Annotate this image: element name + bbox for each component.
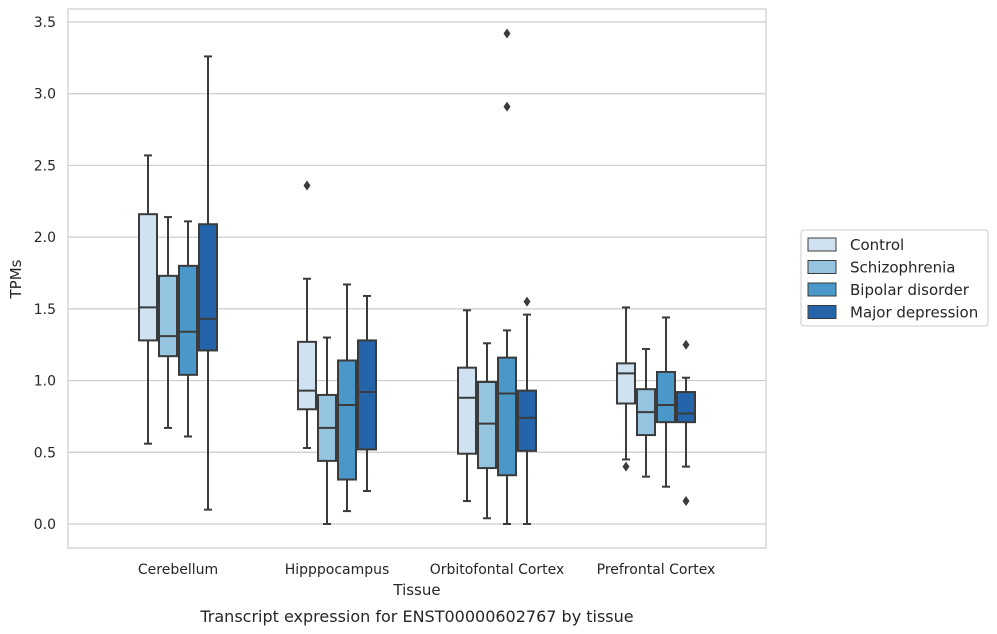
box-body xyxy=(497,356,517,477)
box-control xyxy=(616,306,636,472)
outlier-point xyxy=(622,461,630,472)
x-tick-label: Hipppocampus xyxy=(285,562,390,578)
outlier-point xyxy=(303,180,311,191)
box-schizophrenia xyxy=(636,348,656,478)
box-bipolar-disorder xyxy=(178,220,198,438)
box-body xyxy=(457,366,477,455)
x-axis-label: Tissue xyxy=(392,581,440,599)
legend-label: Control xyxy=(850,236,904,254)
y-tick-label: 1.0 xyxy=(34,374,56,390)
box-body xyxy=(337,359,357,481)
box-schizophrenia xyxy=(158,216,178,429)
box-body xyxy=(178,264,198,376)
box-body xyxy=(517,389,537,452)
legend-label: Bipolar disorder xyxy=(850,281,970,299)
x-tick-label: Prefrontal Cortex xyxy=(597,562,716,578)
box-schizophrenia xyxy=(477,342,497,520)
legend-swatch xyxy=(807,282,837,297)
y-tick-label: 3.5 xyxy=(34,15,56,31)
box-major-depression xyxy=(198,55,218,511)
box-body xyxy=(477,381,497,470)
box-major-depression xyxy=(517,296,537,525)
x-tick-label: Cerebellum xyxy=(138,562,218,578)
box-body xyxy=(198,223,218,352)
box-major-depression xyxy=(676,339,696,507)
gridlines xyxy=(68,21,766,525)
x-tick-label: Orbitofontal Cortex xyxy=(430,562,565,578)
box-body xyxy=(297,340,317,411)
box-bipolar-disorder xyxy=(337,283,357,513)
y-axis-ticks: 0.0 0.5 1.0 1.5 2.0 2.5 3.0 3.5 xyxy=(34,15,56,533)
legend-frame xyxy=(800,229,989,327)
chart-caption: Transcript expression for ENST0000060276… xyxy=(199,607,633,626)
legend-swatch xyxy=(807,260,837,274)
box-body xyxy=(158,274,178,358)
box-major-depression xyxy=(357,294,377,493)
y-tick-label: 2.5 xyxy=(34,158,56,174)
box-bipolar-disorder xyxy=(656,316,676,488)
legend-label: Schizophrenia xyxy=(850,259,955,277)
y-tick-label: 3.0 xyxy=(34,87,56,103)
box-control xyxy=(138,154,158,445)
y-tick-label: 0.0 xyxy=(34,517,56,533)
box-bipolar-disorder xyxy=(497,28,517,525)
outlier-point xyxy=(682,496,690,507)
outlier-point xyxy=(523,296,531,307)
legend-swatch xyxy=(807,237,837,252)
y-axis-label: TPMs xyxy=(7,259,25,299)
outlier-point xyxy=(682,339,690,350)
legend: Control Schizophrenia Bipolar disorder Majo… xyxy=(800,229,989,327)
outlier-point xyxy=(503,101,511,112)
plot-frame xyxy=(67,8,767,549)
y-tick-label: 1.5 xyxy=(34,302,56,318)
box-body xyxy=(357,339,377,451)
box-body xyxy=(616,362,636,405)
box-plots xyxy=(138,28,696,525)
box-schizophrenia xyxy=(317,336,337,525)
legend-swatch xyxy=(807,305,837,319)
outlier-point xyxy=(503,28,511,39)
y-tick-label: 0.5 xyxy=(34,445,56,461)
x-axis-ticks: Cerebellum Hipppocampus Orbitofontal Corte… xyxy=(138,562,715,578)
legend-label: Major depression xyxy=(850,304,978,322)
box-body xyxy=(138,213,158,342)
y-tick-label: 2.0 xyxy=(34,230,56,246)
box-body xyxy=(676,391,696,424)
box-control xyxy=(297,180,317,449)
box-body xyxy=(656,370,676,424)
box-control xyxy=(457,309,477,503)
